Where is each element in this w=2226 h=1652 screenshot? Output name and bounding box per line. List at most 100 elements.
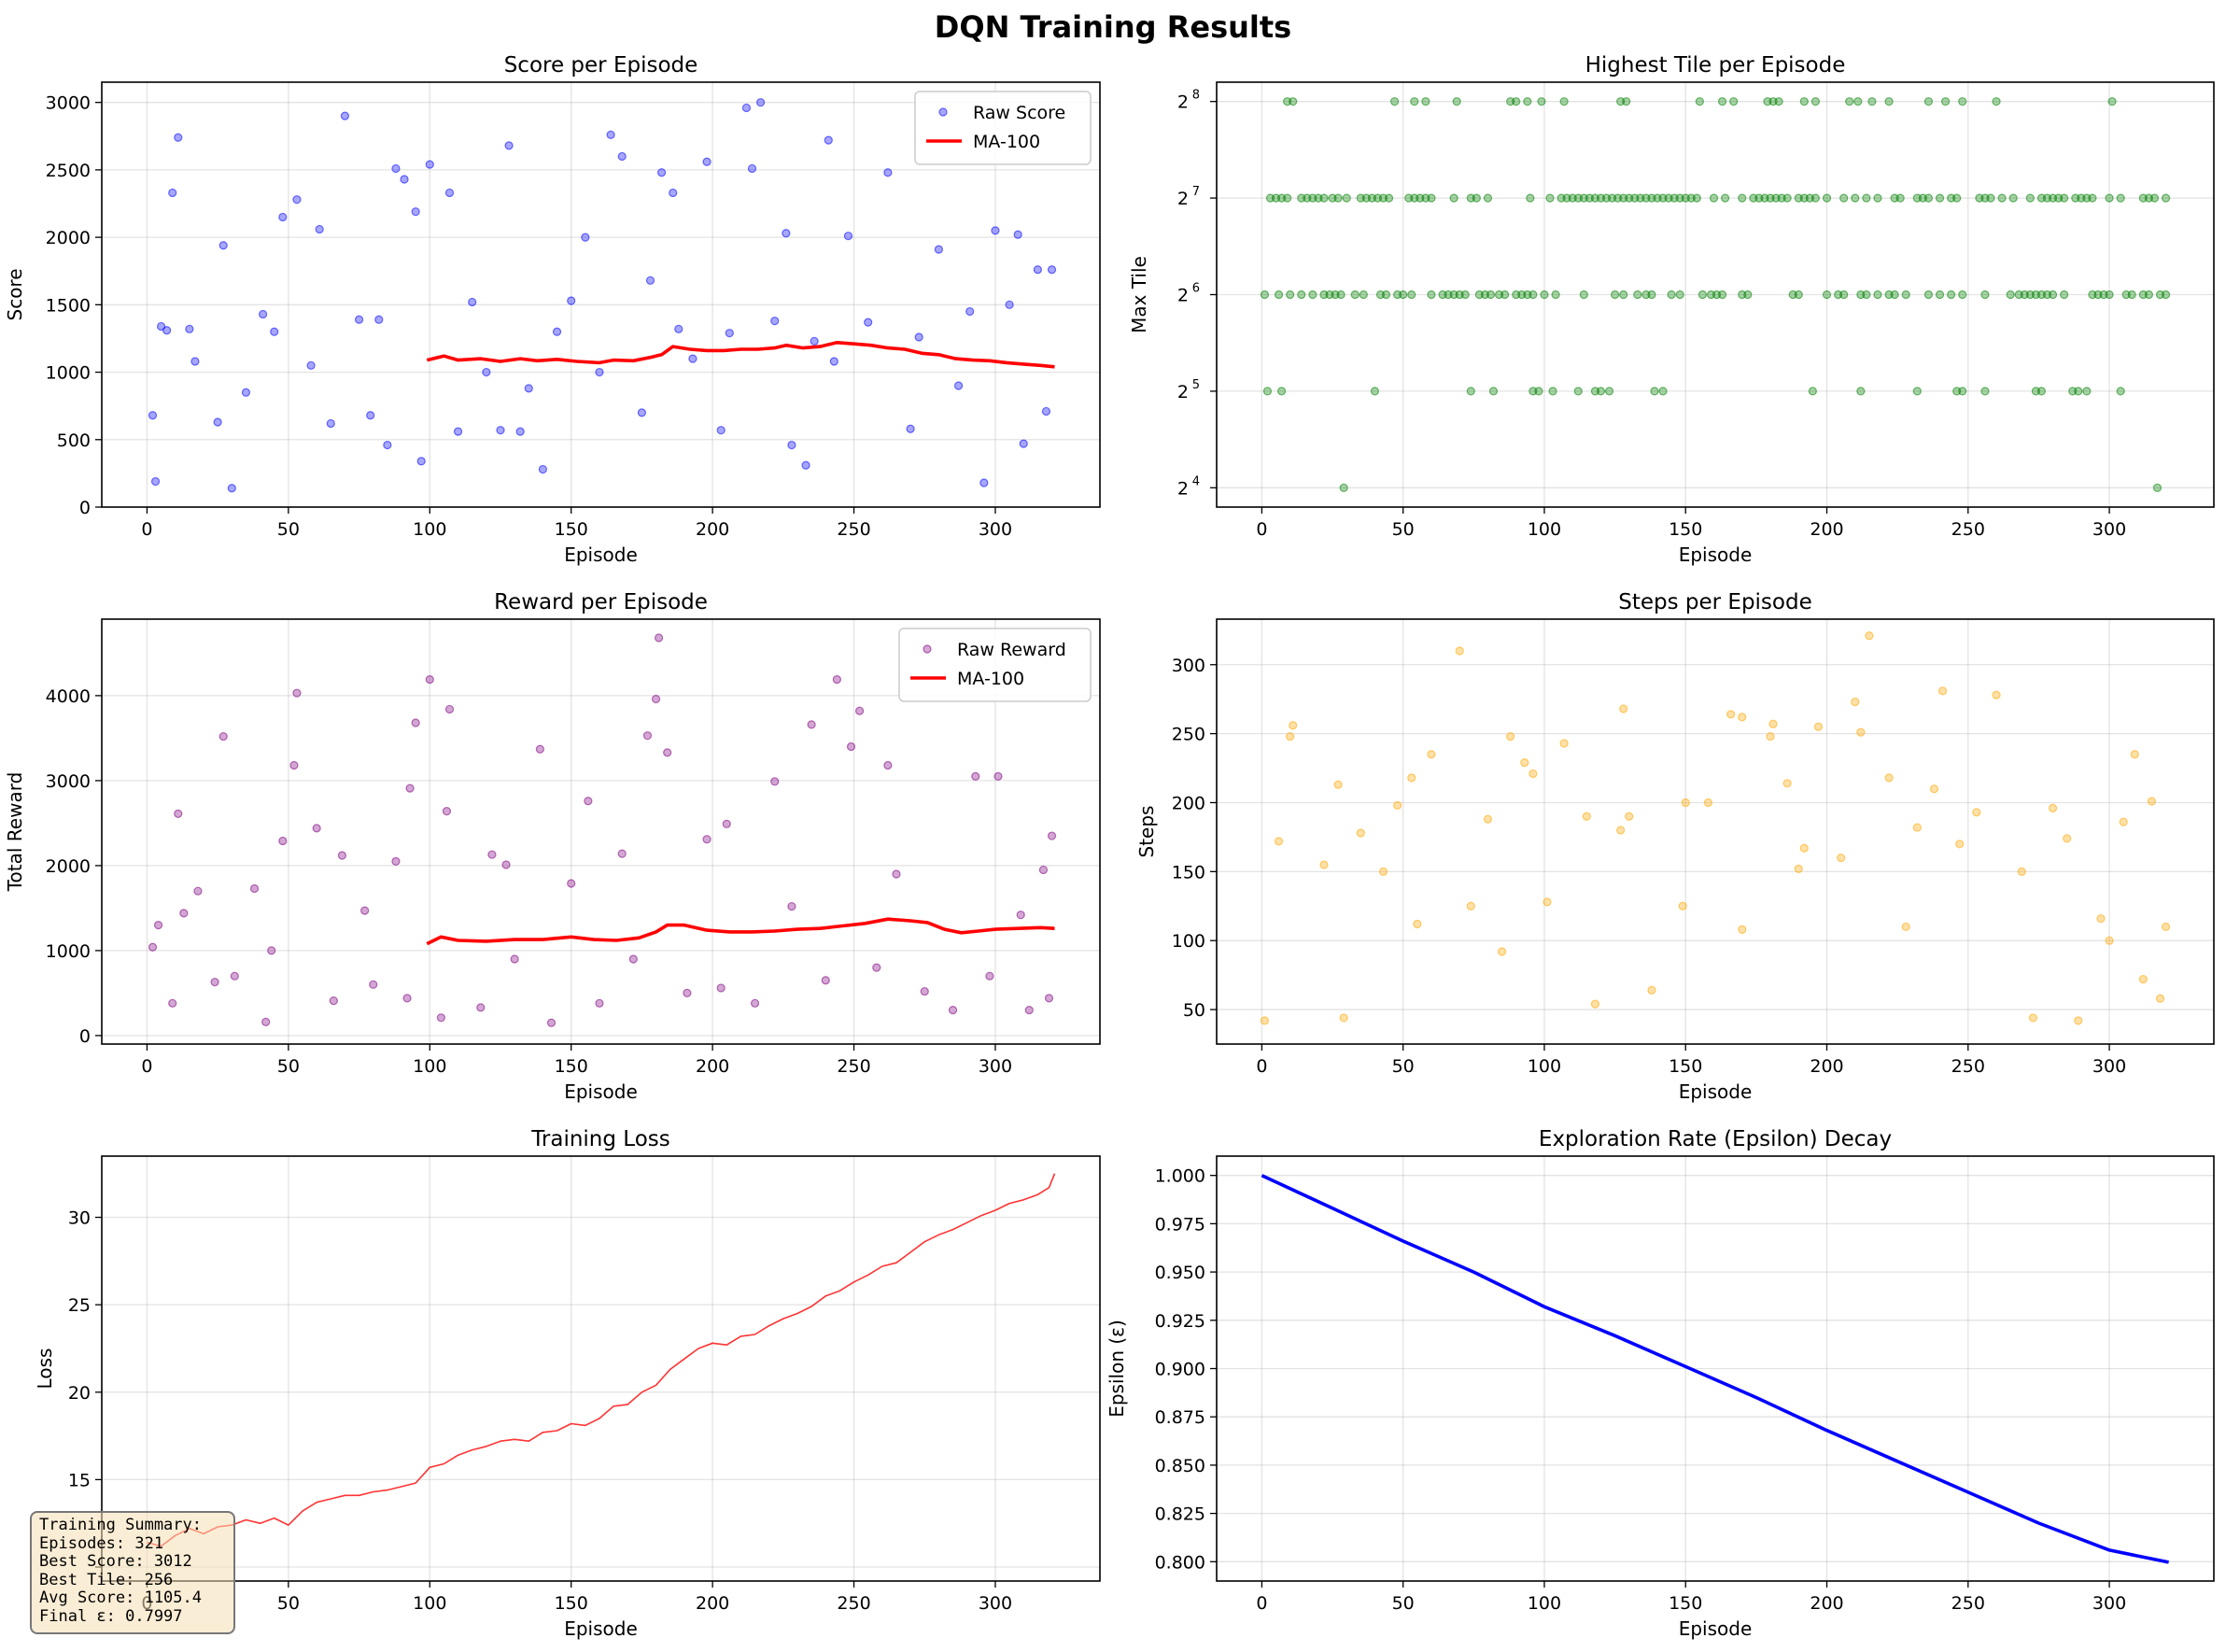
series-reward-line (426, 917, 1055, 946)
data-point (1529, 769, 1538, 779)
data-point (1958, 387, 1967, 396)
data-point (1390, 97, 1400, 106)
data-point (190, 357, 200, 366)
legend-marker (923, 644, 932, 654)
data-point (1319, 193, 1329, 203)
data-point (482, 367, 491, 377)
data-point (741, 103, 752, 113)
data-point (1923, 289, 1934, 300)
data-point (402, 994, 412, 1003)
data-point (824, 135, 833, 145)
x-tick-label: 0 (1256, 519, 1267, 540)
summary-episodes: Episodes: 321 (39, 1533, 164, 1553)
x-tick-label: 150 (555, 519, 588, 540)
chart-title: Steps per Episode (1618, 590, 1812, 614)
legend-label: Raw Score (973, 103, 1065, 123)
data-point (241, 388, 251, 397)
data-point (416, 457, 426, 466)
data-point (1692, 193, 1701, 203)
data-point (787, 901, 796, 911)
data-point (148, 411, 158, 420)
data-point (174, 133, 183, 142)
data-point (2060, 289, 2069, 300)
data-point (1427, 750, 1436, 759)
data-point (2116, 387, 2125, 396)
x-tick-label: 200 (696, 519, 729, 540)
data-point (1559, 97, 1569, 106)
data-point (832, 675, 841, 685)
x-tick-label: 300 (2092, 519, 2126, 540)
data-point (2060, 193, 2069, 203)
data-point (1873, 289, 1882, 300)
data-point (1853, 97, 1863, 106)
y-tick-label: 2 (1177, 382, 1189, 402)
data-point (1717, 289, 1727, 300)
data-point (1529, 289, 1538, 300)
data-point (1472, 193, 1481, 203)
y-tick-label: 3000 (46, 93, 91, 114)
data-point (1486, 289, 1496, 300)
data-point (1393, 800, 1402, 811)
chart-panels: 0 50 100 150 200 250 3000500100015002000250030… (4, 53, 2215, 1640)
data-point (1289, 97, 1298, 106)
data-point (2149, 193, 2160, 203)
x-tick-label: 150 (1669, 1056, 1702, 1077)
data-point (148, 942, 158, 952)
data-point (2082, 387, 2092, 396)
data-point (1622, 97, 1631, 106)
data-point (329, 995, 338, 1006)
y-tick-label: 200 (1172, 793, 1205, 813)
data-point (1890, 289, 1899, 300)
data-point (683, 988, 692, 998)
data-point (1633, 289, 1642, 300)
data-point (425, 675, 434, 685)
data-point (1837, 853, 1846, 863)
data-point (1658, 387, 1668, 396)
data-point (1901, 289, 1910, 300)
data-point (366, 411, 375, 420)
data-point (354, 315, 364, 324)
x-tick-label: 300 (979, 1593, 1012, 1614)
data-point (1667, 289, 1676, 300)
data-point (2105, 936, 2114, 945)
data-point (1005, 300, 1014, 309)
data-point (259, 309, 268, 319)
data-point (1766, 731, 1775, 741)
data-point (2152, 483, 2163, 492)
x-tick-label: 250 (1951, 519, 1985, 540)
data-point (1573, 387, 1583, 396)
data-point (267, 946, 276, 955)
data-point (2161, 193, 2171, 203)
data-point (227, 484, 236, 493)
x-tick-label: 100 (413, 1593, 446, 1614)
summary-best-tile: Best Tile: 256 (39, 1570, 174, 1589)
panel-eps: 0 50 100 150 200 250 300 0.800 0.825 0.850 0.875 0.… (1106, 1127, 2215, 1640)
data-point (669, 188, 678, 198)
data-point (1884, 97, 1894, 106)
y-tick-label: 2 (1177, 189, 1189, 209)
data-point (1972, 808, 1981, 817)
data-point (1274, 289, 1284, 300)
data-point (993, 771, 1003, 781)
x-tick-label: 0 (1256, 1056, 1267, 1077)
x-axis-label: Episode (564, 1080, 638, 1103)
data-point (1997, 193, 2007, 203)
data-point (2096, 913, 2106, 924)
data-point (442, 807, 452, 816)
x-tick-label: 50 (277, 519, 300, 540)
data-point (1421, 97, 1430, 106)
data-point (1619, 704, 1628, 713)
legend-label: Raw Reward (957, 640, 1066, 660)
data-point (2127, 289, 2136, 300)
data-point (1986, 193, 1995, 203)
data-point (1526, 193, 1535, 203)
data-point (312, 824, 321, 833)
data-point (1992, 690, 2001, 699)
data-point (1738, 925, 1747, 934)
x-axis-label: Episode (564, 1617, 638, 1640)
x-tick-label: 50 (1392, 519, 1415, 540)
data-point (1455, 646, 1464, 656)
data-point (1339, 1013, 1348, 1023)
data-point (1616, 826, 1626, 835)
data-point (1319, 860, 1329, 869)
